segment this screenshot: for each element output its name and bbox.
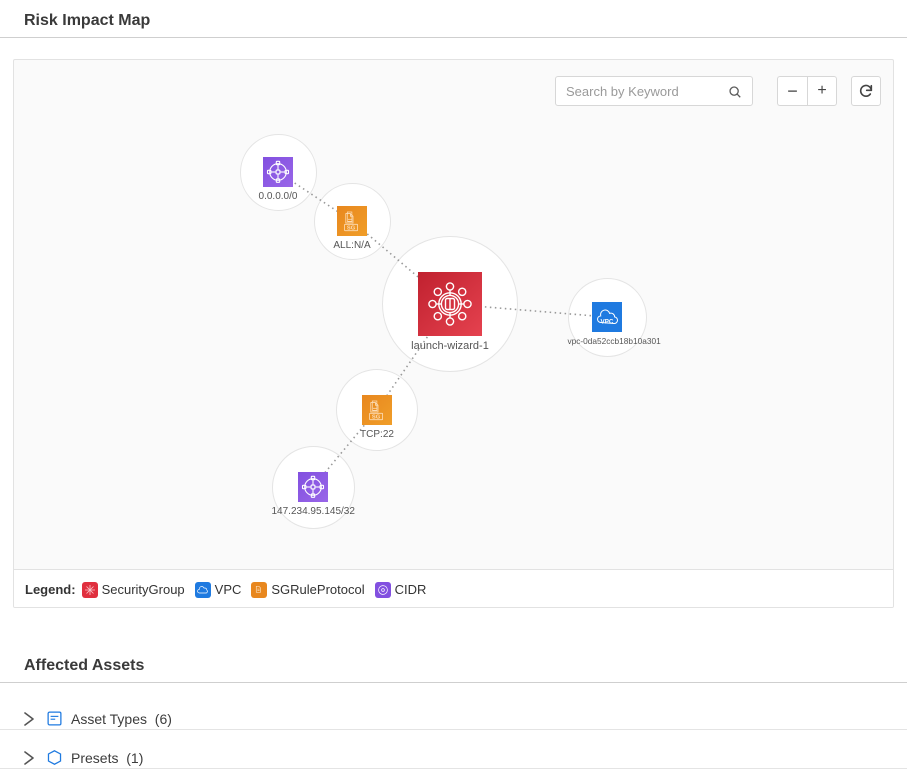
svg-text:SG: SG (347, 225, 356, 231)
svg-text:SG: SG (372, 414, 381, 420)
svg-text:VPC: VPC (601, 318, 614, 325)
